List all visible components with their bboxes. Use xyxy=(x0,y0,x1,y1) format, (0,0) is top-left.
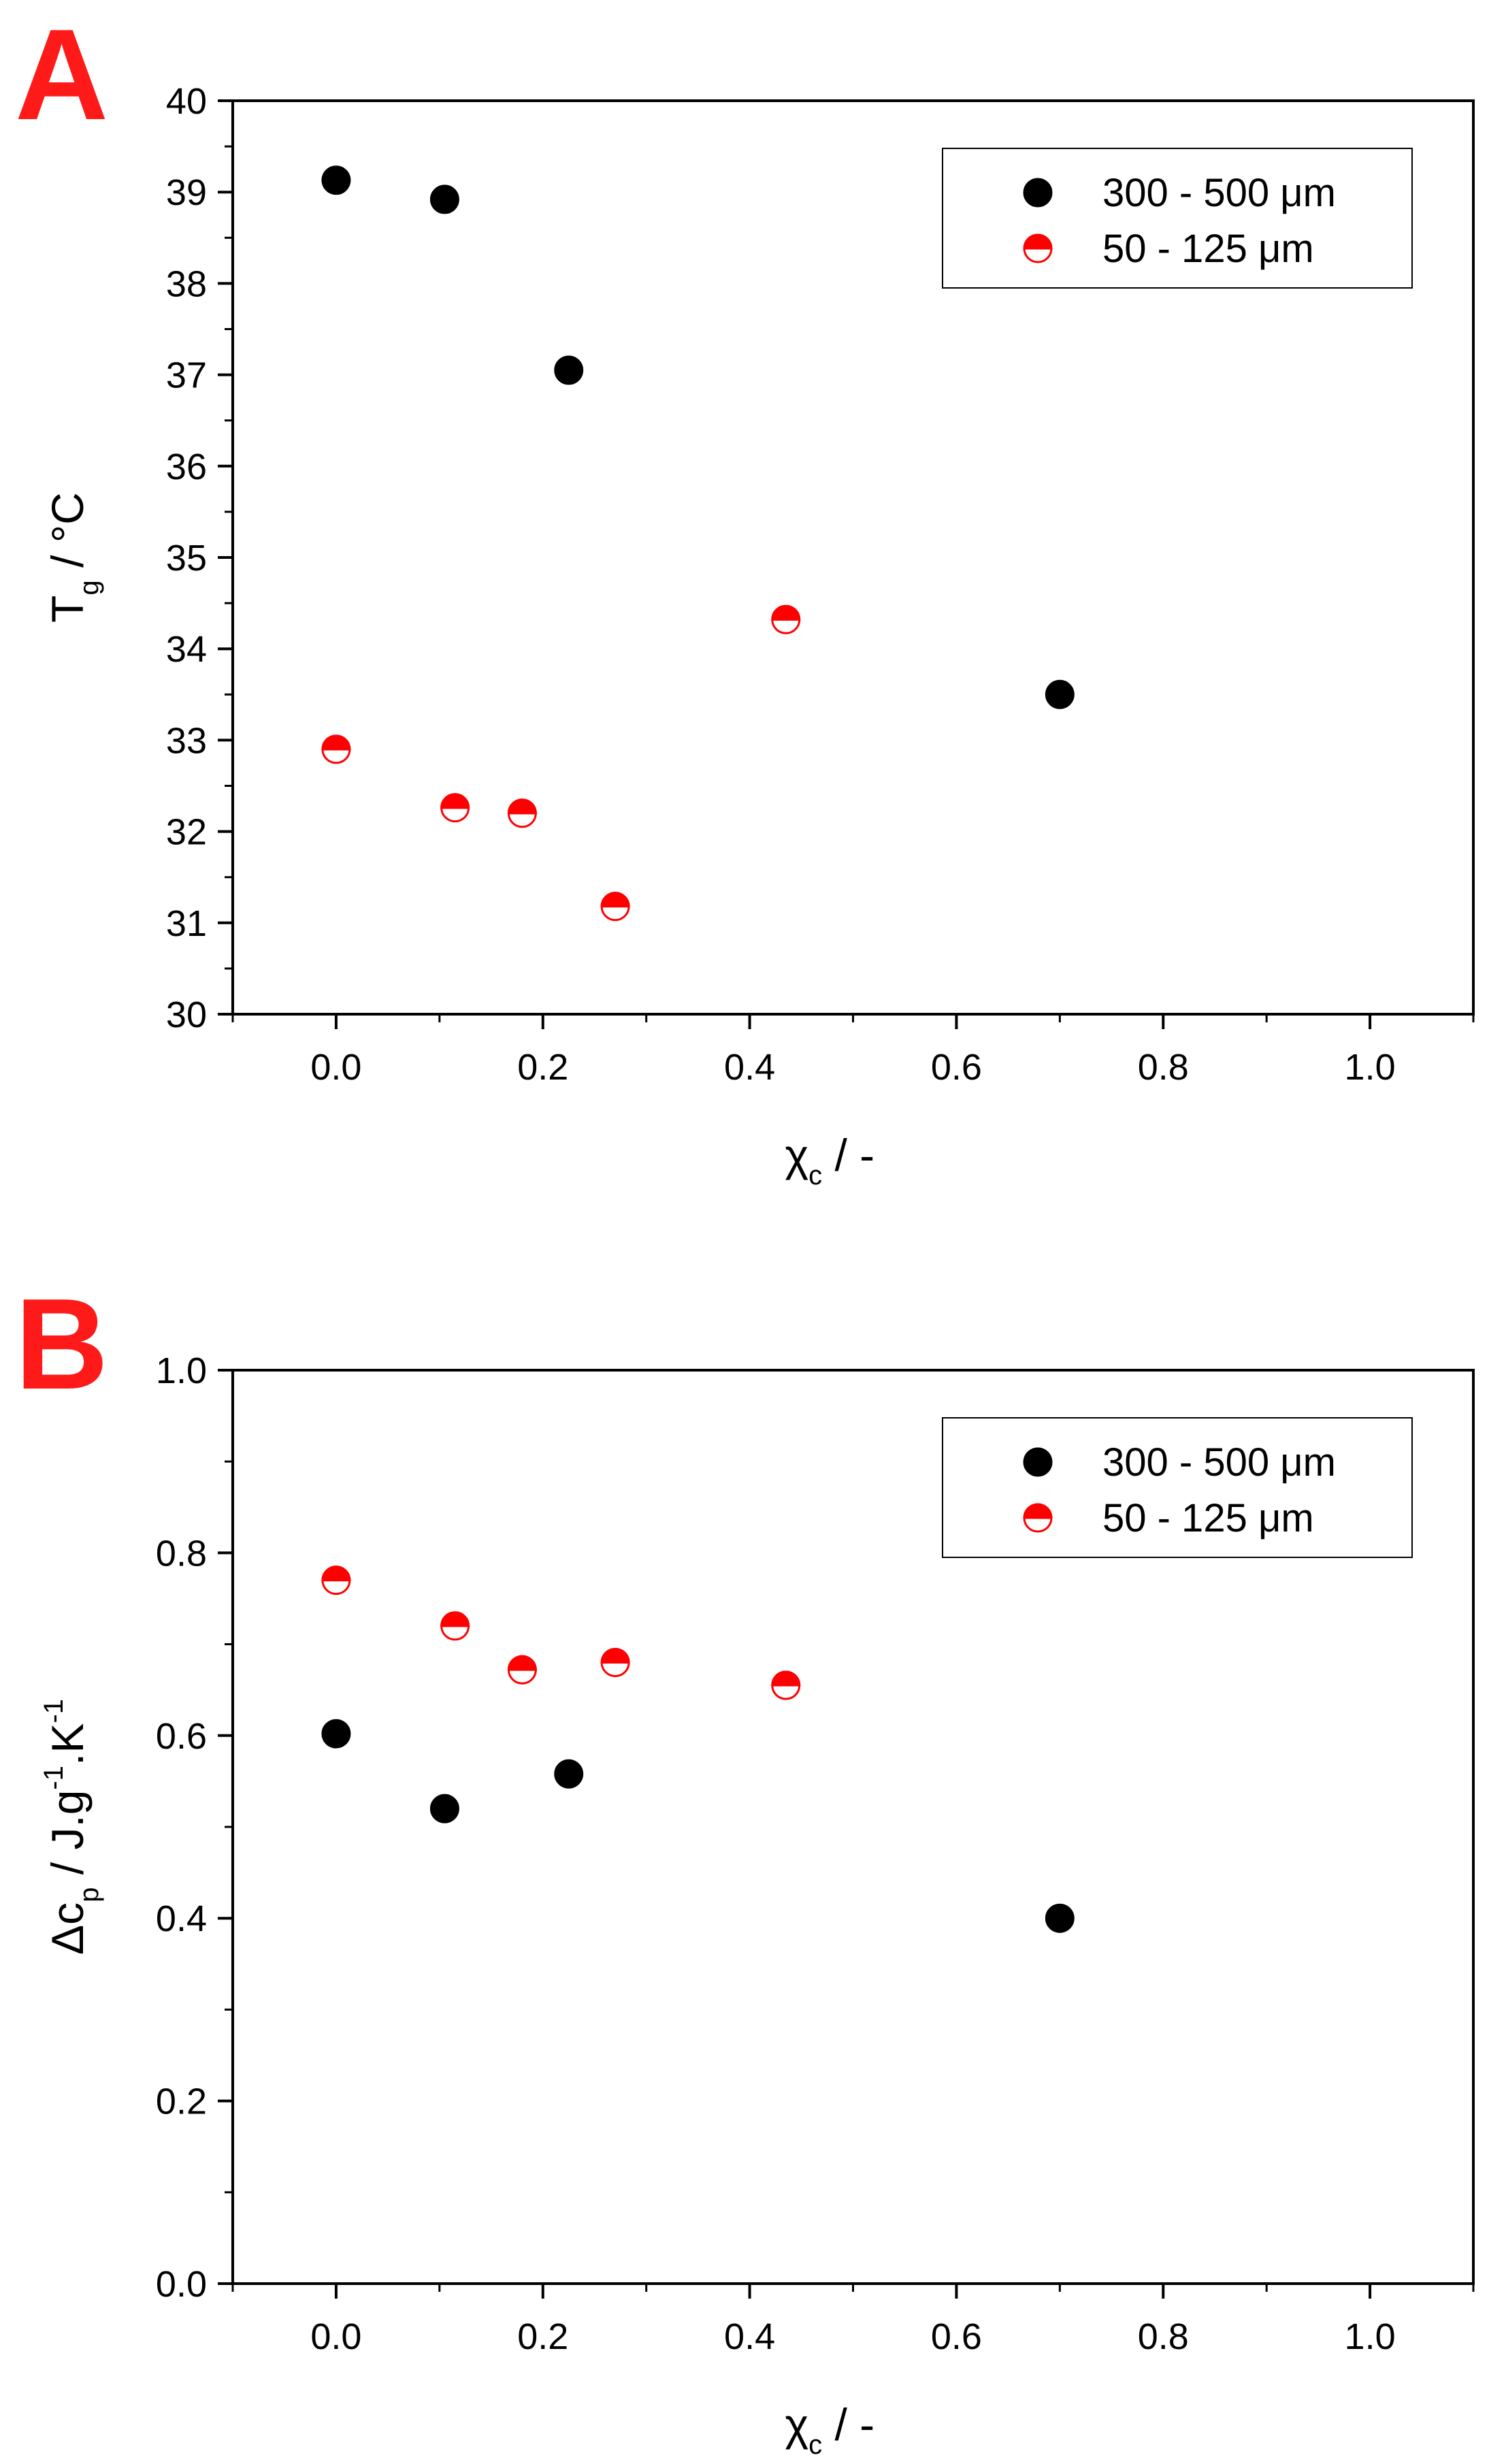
legend-label: 300 - 500 μm xyxy=(1102,1440,1336,1485)
panel-letter-b: B xyxy=(15,1272,108,1416)
legend-label: 300 - 500 μm xyxy=(1102,171,1336,215)
y-tick-label: 40 xyxy=(166,81,207,122)
panel-letter-a: A xyxy=(15,3,108,147)
data-point-legend-marker xyxy=(1023,1447,1053,1477)
y-tick-label: 36 xyxy=(166,447,207,487)
x-tick-label: 0.0 xyxy=(310,1047,361,1088)
series-1 xyxy=(321,1566,801,1700)
x-tick-label: 0.2 xyxy=(517,1047,568,1088)
x-tick-label: 0.6 xyxy=(931,1047,982,1088)
data-point-50-125um xyxy=(507,1655,537,1685)
y-tick-label: 39 xyxy=(166,172,207,213)
data-point-50-125um xyxy=(321,734,351,764)
data-point-legend-marker xyxy=(1023,233,1053,263)
x-tick-label: 1.0 xyxy=(1345,1047,1396,1088)
data-point-300-500um xyxy=(429,1794,459,1823)
x-tick-label: 0.4 xyxy=(724,2316,775,2357)
y-tick-label: 30 xyxy=(166,994,207,1035)
legend-box xyxy=(942,148,1413,289)
legend: 300 - 500 μm 50 - 125 μm xyxy=(942,148,1413,289)
y-tick-label: 0.6 xyxy=(156,1716,207,1757)
y-tick-label: 33 xyxy=(166,720,207,761)
legend: 300 - 500 μm 50 - 125 μm xyxy=(942,1417,1413,1558)
x-axis-label: χc / - xyxy=(785,2399,875,2460)
y-tick-label: 37 xyxy=(166,355,207,396)
data-point-300-500um xyxy=(321,1719,351,1749)
y-axis-label: Δcp / J.g-1.K-1 xyxy=(39,1699,104,1955)
data-point-300-500um xyxy=(1045,679,1075,709)
y-tick-label: 31 xyxy=(166,903,207,944)
data-point-50-125um xyxy=(507,798,537,828)
data-point-legend-marker xyxy=(1023,1503,1053,1533)
y-tick-label: 32 xyxy=(166,812,207,853)
data-point-50-125um xyxy=(771,604,801,634)
data-point-50-125um xyxy=(600,1647,630,1677)
x-tick-label: 1.0 xyxy=(1345,2316,1396,2357)
data-point-300-500um xyxy=(1045,1903,1075,1933)
x-tick-label: 0.2 xyxy=(517,2316,568,2357)
data-point-50-125um xyxy=(440,793,470,823)
x-axis-label: χc / - xyxy=(785,1130,875,1190)
legend-box xyxy=(942,1417,1413,1558)
data-point-50-125um xyxy=(440,1611,470,1641)
x-tick-label: 0.8 xyxy=(1138,2316,1189,2357)
x-tick-label: 0.6 xyxy=(931,2316,982,2357)
data-point-legend-marker xyxy=(1023,178,1053,208)
x-tick-label: 0.0 xyxy=(310,2316,361,2357)
series-0 xyxy=(321,1719,1075,1933)
series-0 xyxy=(321,165,1075,709)
data-point-300-500um xyxy=(554,1759,584,1789)
y-tick-label: 38 xyxy=(166,263,207,304)
panel-b: 0.0 0.2 0.4 0.6 0.8 1.0 0.0 0.2 0.4 0.6 0.8 1.0 χc /… xyxy=(39,1350,1475,2460)
y-tick-label: 35 xyxy=(166,538,207,579)
data-point-300-500um xyxy=(429,184,459,214)
y-tick-label: 0.4 xyxy=(156,1898,207,1939)
y-tick-label: 0.0 xyxy=(156,2264,207,2305)
x-tick-label: 0.8 xyxy=(1138,1047,1189,1088)
panel-a: 0.0 0.2 0.4 0.6 0.8 1.0 30 31 32 33 34 35 36 37 38 39 40… xyxy=(42,81,1475,1190)
data-point-50-125um xyxy=(321,1566,351,1595)
legend-label: 50 - 125 μm xyxy=(1102,1496,1314,1540)
y-tick-label: 34 xyxy=(166,629,207,670)
series-1 xyxy=(321,604,801,922)
legend-label: 50 - 125 μm xyxy=(1102,227,1314,271)
y-tick-label: 0.8 xyxy=(156,1533,207,1574)
y-tick-label: 0.2 xyxy=(156,2081,207,2122)
data-point-300-500um xyxy=(321,165,351,195)
y-axis-label: Tg / °C xyxy=(42,492,104,623)
data-point-300-500um xyxy=(554,355,584,385)
x-tick-label: 0.4 xyxy=(724,1047,775,1088)
y-tick-label: 1.0 xyxy=(156,1350,207,1391)
data-point-50-125um xyxy=(600,892,630,922)
data-point-50-125um xyxy=(771,1670,801,1700)
